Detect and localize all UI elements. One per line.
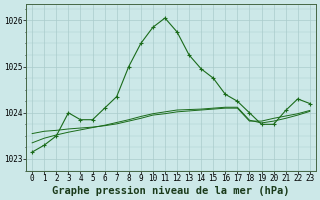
X-axis label: Graphe pression niveau de la mer (hPa): Graphe pression niveau de la mer (hPa) <box>52 186 290 196</box>
